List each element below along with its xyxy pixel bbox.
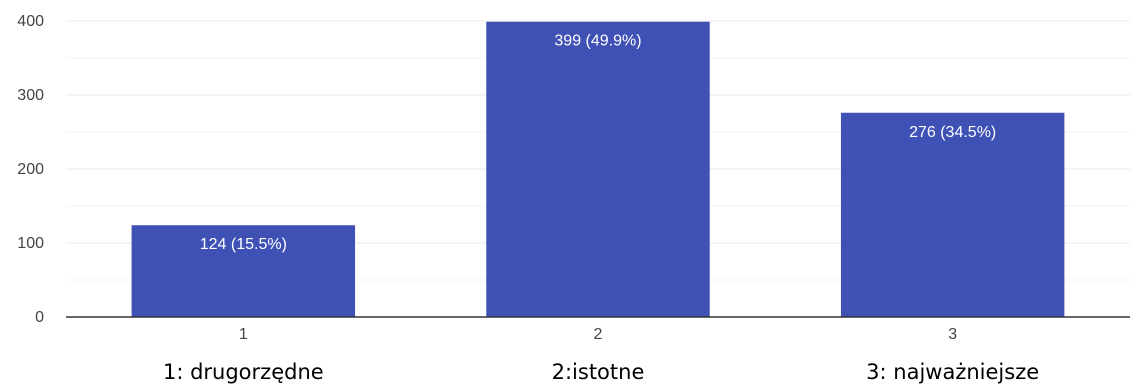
data-label: 124 (15.5%) (200, 236, 287, 253)
category-caption: 2:istotne (552, 360, 645, 384)
labels: 0 100 200 300 400 124 (15.5%) 1 1: drugorzędne 3… (17, 13, 1039, 384)
category-caption: 1: drugorzędne (163, 360, 324, 384)
x-tick-label: 2 (594, 326, 603, 343)
y-tick-label: 200 (17, 161, 44, 178)
y-tick-label: 0 (35, 309, 44, 326)
bar-2 (486, 21, 710, 318)
bars (131, 21, 1065, 318)
category-caption: 3: najważniejsze (866, 360, 1039, 384)
data-label: 399 (49.9%) (554, 33, 641, 50)
y-tick-label: 300 (17, 87, 44, 104)
x-tick-label: 1 (239, 326, 248, 343)
bar-3 (840, 112, 1065, 317)
data-label: 276 (34.5%) (909, 124, 996, 141)
y-tick-label: 400 (17, 13, 44, 30)
y-tick-label: 100 (17, 235, 44, 252)
bar-1 (131, 225, 356, 317)
x-tick-label: 3 (948, 326, 957, 343)
